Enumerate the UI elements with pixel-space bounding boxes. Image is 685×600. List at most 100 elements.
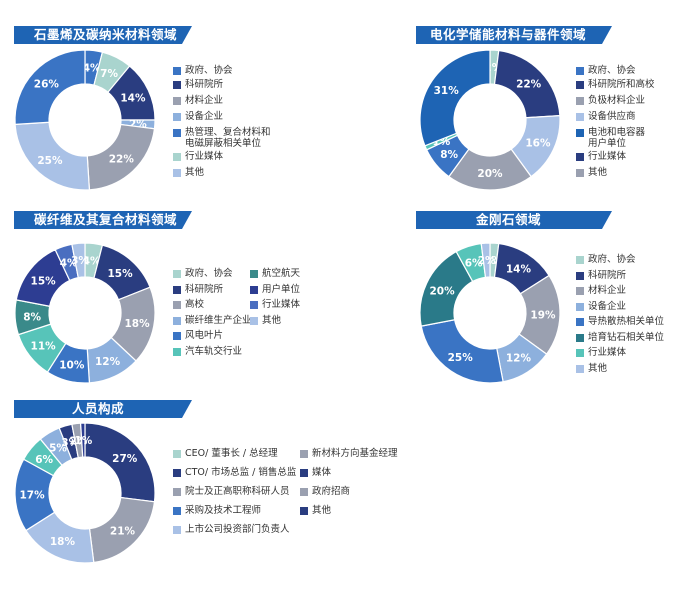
- legend-swatch: [576, 129, 584, 137]
- legend-swatch: [173, 347, 181, 356]
- legend-label: 院士及正高职称科研人员: [185, 486, 290, 497]
- legend-label: 热管理、复合材料和 电磁屏蔽相关单位: [185, 127, 271, 149]
- slice-label-4-5: 5%: [49, 442, 67, 454]
- legend-label: 碳纤维生产企业: [185, 314, 252, 326]
- legend-swatch: [576, 113, 584, 121]
- legend-swatch: [173, 270, 181, 278]
- legend-label: 行业媒体: [588, 347, 627, 358]
- legend-label: 其他: [312, 505, 332, 516]
- slice-label-2-3: 12%: [95, 356, 121, 368]
- donut-0: 4% 7%14%2%22%25%26%: [14, 49, 156, 191]
- slice-label-2-2: 18%: [124, 318, 150, 330]
- legend-label: 行业媒体: [588, 151, 627, 162]
- legend-label: 设备供应商: [588, 111, 636, 122]
- legend-swatch: [173, 316, 181, 325]
- legend-swatch: [173, 507, 181, 515]
- slice-label-2-6: 8%: [23, 311, 41, 323]
- legend-label: 政府、协会: [588, 65, 636, 76]
- slice-label-1-6: 31%: [434, 85, 460, 97]
- slice-label-2-0: 4%: [83, 255, 101, 267]
- legend-swatch: [300, 469, 308, 477]
- legend-swatch: [173, 153, 181, 161]
- slice-label-1-3: 20%: [477, 168, 503, 180]
- legend-swatch: [173, 285, 181, 294]
- slice-label-3-5: 20%: [429, 285, 455, 297]
- slice-label-2-8: 4%: [60, 258, 78, 270]
- legend-label: 科研院所和高校: [588, 79, 655, 90]
- legend-swatch: [576, 364, 584, 373]
- legend-swatch: [173, 81, 181, 89]
- legend-label: 材料企业: [185, 95, 224, 106]
- legend-swatch: [173, 169, 181, 177]
- legend-label: 航空航天: [262, 268, 301, 279]
- legend-label: 导热散热相关单位: [588, 316, 665, 327]
- banner-shape: [14, 26, 192, 44]
- legend-swatch: [250, 270, 258, 278]
- legend-swatch: [173, 469, 181, 477]
- legend-label: 其他: [588, 167, 608, 178]
- slice-label-3-3: 12%: [506, 353, 532, 365]
- chart-title-carbon-fiber: 碳纤维及其复合材料领域: [34, 212, 178, 227]
- legend-swatch: [173, 301, 181, 309]
- legend-swatch: [576, 81, 584, 89]
- legend-label: 政府、协会: [588, 254, 636, 265]
- slice-label-1-2: 16%: [525, 138, 551, 150]
- legend-label: 行业媒体: [262, 299, 301, 310]
- slice-1-6: [419, 49, 491, 147]
- legend-label: 电池和电容器 用户单位: [588, 127, 646, 149]
- slice-label-3-2: 19%: [530, 310, 556, 322]
- slice-label-4-3: 17%: [19, 490, 45, 502]
- slice-2-9: [71, 242, 86, 279]
- legend-label: 行业媒体: [185, 151, 224, 162]
- legend-swatch: [576, 153, 584, 161]
- legend-swatch: [576, 349, 584, 357]
- legend-swatch: [576, 287, 584, 295]
- slice-label-3-4: 25%: [448, 352, 474, 364]
- legend-label: 用户单位: [262, 283, 301, 295]
- slice-label-0-4: 22%: [109, 154, 135, 166]
- slice-label-4-1: 21%: [110, 525, 136, 537]
- legend-swatch: [576, 271, 584, 280]
- legend-swatch: [250, 301, 258, 309]
- legend-swatch: [576, 67, 584, 75]
- banner-shape: [14, 211, 192, 229]
- legend-label: 设备企业: [588, 300, 627, 312]
- legend-swatch: [250, 316, 258, 325]
- legend-label: 高校: [185, 299, 205, 310]
- donut-4: 27%21%18%17%6%5%3%2%1%: [14, 422, 156, 564]
- legend-label: 科研院所: [185, 283, 224, 295]
- banner-personnel: 人员构成: [14, 400, 192, 418]
- donut-3: 2%14%19%12%25%20%6%2%: [419, 242, 561, 384]
- slice-0-6: [14, 49, 86, 126]
- banner-shape: [416, 211, 612, 229]
- banner-battery: 电化学储能材料与器件领域: [416, 26, 612, 44]
- slice-label-2-7: 15%: [31, 276, 57, 288]
- slice-label-4-8: 1%: [74, 435, 92, 447]
- legend-swatch: [173, 113, 181, 121]
- legend-label: 培育钻石相关单位: [588, 331, 665, 343]
- slice-label-0-6: 26%: [34, 79, 60, 91]
- legend-label: 风电叶片: [185, 330, 224, 341]
- legend-label: 材料企业: [588, 285, 627, 296]
- slice-label-3-7: 2%: [478, 255, 496, 267]
- banner-shape: [14, 400, 192, 418]
- legend-label: 科研院所: [185, 79, 224, 90]
- legend-label: CTO/ 市场总监 / 销售总监: [185, 467, 297, 478]
- slice-3-7: [480, 242, 491, 278]
- legend-label: 其他: [262, 314, 282, 326]
- slice-label-0-0: 4%: [83, 62, 101, 74]
- legend-swatch: [576, 97, 584, 105]
- legend-swatch: [576, 333, 584, 342]
- legend-swatch: [576, 302, 584, 311]
- legend-label: 科研院所: [588, 269, 627, 281]
- legend-label: 汽车轨交行业: [185, 345, 243, 357]
- legend-label: 负极材料企业: [588, 95, 646, 106]
- slice-label-4-4: 6%: [35, 454, 53, 466]
- slice-label-2-5: 11%: [31, 340, 57, 352]
- legend-swatch: [173, 450, 181, 458]
- legend-label: 新材料方向基金经理: [312, 448, 398, 459]
- legend-swatch: [250, 285, 258, 294]
- banner-carbon-fiber: 碳纤维及其复合材料领域: [14, 211, 192, 229]
- chart-title-battery: 电化学储能材料与器件领域: [430, 27, 587, 42]
